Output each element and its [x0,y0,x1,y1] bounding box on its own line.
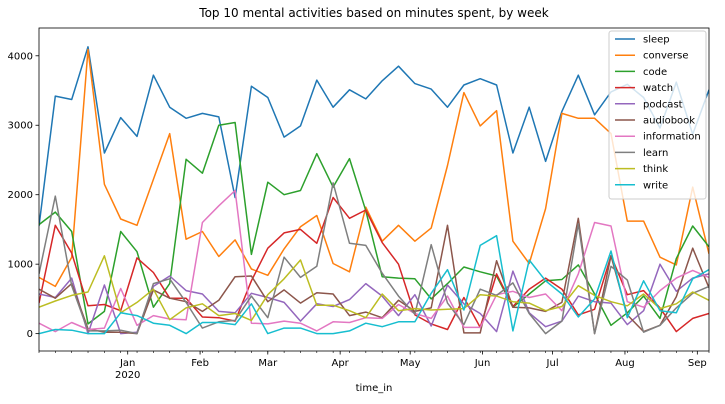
y-tick-label: 4000 [8,51,33,62]
legend-label-write: write [643,180,668,191]
y-axis: 0 1000 2000 3000 4000 [8,51,39,340]
x-tick-label: Jul [546,358,559,369]
legend-label-converse: converse [643,51,689,62]
x-tick-label: Jan [119,358,135,369]
legend-box [608,30,707,200]
x-tick-label: Feb [191,358,209,369]
plot-frame [38,27,710,352]
legend-label-learn: learn [643,148,668,159]
series-line-think [39,255,709,322]
legend-label-code: code [643,67,667,78]
series-line-sleep [39,46,709,227]
x-tick-sublabel: 2020 [115,370,140,381]
y-tick-label: 1000 [8,260,33,271]
legend-label-think: think [643,164,668,175]
legend-label-sleep: sleep [643,35,670,46]
legend-label-podcast: podcast [643,99,683,110]
x-axis-label: time_in [356,383,393,394]
plot-area [38,27,710,352]
x-tick-label: Sep [688,358,707,369]
y-tick-label: 3000 [8,121,33,132]
series-line-watch [39,196,709,333]
legend-label-information: information [643,132,701,143]
series-lines [39,46,709,335]
x-tick-label: Mar [258,358,278,369]
x-tick-label: Aug [615,358,635,369]
x-tick-label: May [400,358,421,369]
legend-label-watch: watch [643,83,673,94]
y-tick-label: 0 [27,329,33,340]
series-line-write [39,234,709,335]
legend: sleep converse code watch podcast audiobook in… [608,30,707,200]
chart-title: Top 10 mental activities based on minute… [198,6,548,20]
legend-label-audiobook: audiobook [643,116,695,127]
x-tick-label: Apr [331,358,349,369]
x-tick-label: Jun [474,358,491,369]
series-line-information [39,189,709,333]
series-line-converse [39,48,709,288]
y-tick-label: 2000 [8,190,33,201]
